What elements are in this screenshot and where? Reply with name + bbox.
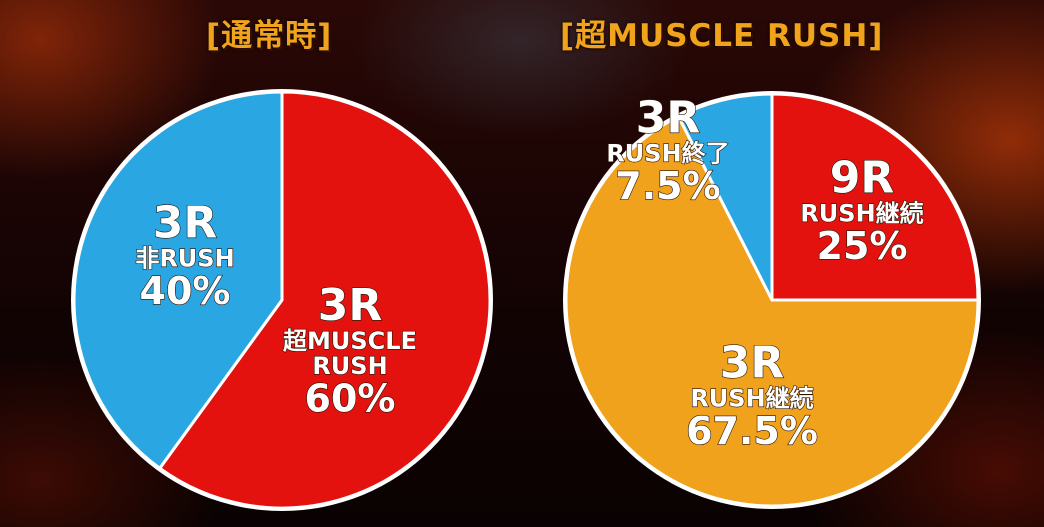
slice-round-label: 3R <box>318 280 383 331</box>
slice-name-label: 非RUSH <box>135 244 234 272</box>
pie-slice <box>72 90 284 471</box>
pie-slice <box>157 90 492 510</box>
slice-round-label: 9R <box>830 153 895 204</box>
pie-slice <box>564 114 980 508</box>
slice-name-label: RUSH継続 <box>690 384 813 412</box>
slice-round-label: 3R <box>153 198 218 249</box>
slice-name-label: RUSH終了 <box>606 139 729 167</box>
chart-title-normal: [通常時] <box>206 18 333 54</box>
slice-value-label: 40% <box>140 269 231 313</box>
slice-round-label: 3R <box>720 338 785 389</box>
slice-value-label: 7.5% <box>615 164 720 208</box>
slice-name-label: RUSH継続 <box>800 199 923 227</box>
pie-slice <box>676 92 774 301</box>
chart-title-rush: [超MUSCLE RUSH] <box>560 18 884 54</box>
slice-value-label: 25% <box>817 224 908 268</box>
slice-value-label: 67.5% <box>686 409 818 453</box>
slice-value-label: 60% <box>305 376 396 420</box>
pie-slice <box>770 92 980 302</box>
slice-name-label: 超MUSCLE <box>283 327 417 355</box>
slice-round-label: 3R <box>636 93 701 144</box>
slice-name-label: RUSH <box>312 352 387 380</box>
